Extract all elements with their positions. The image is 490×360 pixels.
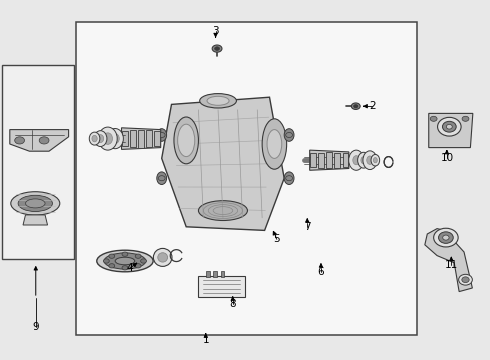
Ellipse shape: [446, 124, 452, 129]
Text: 7: 7: [304, 222, 311, 232]
Bar: [343, 153, 348, 167]
Bar: [130, 130, 136, 147]
Circle shape: [109, 254, 115, 258]
Bar: [138, 130, 144, 148]
Circle shape: [158, 132, 165, 138]
Ellipse shape: [363, 151, 377, 170]
Ellipse shape: [462, 277, 469, 283]
Circle shape: [15, 137, 24, 144]
Ellipse shape: [174, 117, 198, 164]
Text: 2: 2: [369, 101, 376, 111]
Ellipse shape: [104, 253, 146, 269]
Polygon shape: [23, 215, 48, 225]
Ellipse shape: [98, 127, 117, 150]
Ellipse shape: [284, 129, 294, 141]
Ellipse shape: [361, 157, 366, 164]
Ellipse shape: [438, 117, 461, 136]
Ellipse shape: [157, 129, 167, 141]
Circle shape: [286, 132, 293, 138]
Ellipse shape: [157, 172, 167, 184]
Ellipse shape: [198, 201, 247, 220]
Circle shape: [122, 266, 128, 270]
Circle shape: [354, 105, 358, 108]
Circle shape: [286, 176, 293, 181]
Ellipse shape: [103, 133, 113, 144]
Ellipse shape: [443, 235, 449, 240]
Text: 9: 9: [32, 322, 39, 332]
Bar: [154, 131, 160, 146]
Ellipse shape: [367, 156, 373, 165]
Text: 6: 6: [318, 267, 324, 277]
Bar: [2, 65, 74, 259]
Ellipse shape: [284, 172, 294, 184]
Circle shape: [158, 176, 165, 181]
Ellipse shape: [262, 119, 287, 169]
Ellipse shape: [18, 195, 52, 211]
Text: 4: 4: [126, 263, 133, 273]
Ellipse shape: [439, 232, 453, 243]
Text: 3: 3: [212, 26, 219, 36]
Bar: [213, 271, 217, 277]
Ellipse shape: [25, 199, 45, 208]
Circle shape: [212, 45, 222, 52]
Ellipse shape: [358, 152, 369, 168]
Bar: [310, 153, 316, 167]
Ellipse shape: [434, 228, 458, 247]
Ellipse shape: [92, 135, 97, 142]
Ellipse shape: [353, 156, 360, 165]
Ellipse shape: [459, 274, 472, 285]
Bar: [220, 271, 224, 277]
Text: 10: 10: [441, 153, 453, 163]
Ellipse shape: [371, 154, 380, 166]
Bar: [122, 131, 128, 146]
Circle shape: [141, 259, 147, 263]
Ellipse shape: [89, 132, 100, 145]
Circle shape: [430, 116, 437, 121]
Polygon shape: [310, 150, 349, 170]
Circle shape: [135, 254, 141, 258]
Ellipse shape: [111, 134, 119, 144]
Circle shape: [109, 264, 115, 268]
Bar: [146, 130, 152, 147]
Ellipse shape: [207, 96, 229, 105]
Circle shape: [215, 47, 220, 50]
Polygon shape: [122, 128, 161, 149]
Text: 1: 1: [202, 335, 209, 345]
Circle shape: [103, 259, 109, 263]
Text: 8: 8: [229, 299, 236, 309]
Circle shape: [351, 103, 360, 109]
Ellipse shape: [11, 192, 60, 215]
Circle shape: [122, 252, 128, 256]
Text: 11: 11: [444, 260, 458, 270]
Bar: [334, 153, 340, 168]
Ellipse shape: [177, 124, 195, 157]
Circle shape: [462, 116, 469, 121]
Bar: [326, 152, 332, 168]
Ellipse shape: [153, 248, 172, 266]
Ellipse shape: [267, 130, 282, 158]
Polygon shape: [10, 130, 69, 151]
Bar: [76, 22, 416, 335]
Text: 5: 5: [273, 234, 280, 244]
Polygon shape: [425, 229, 472, 292]
Ellipse shape: [97, 250, 153, 272]
Bar: [318, 153, 324, 168]
Ellipse shape: [97, 135, 104, 143]
Ellipse shape: [349, 150, 364, 170]
Ellipse shape: [158, 253, 168, 262]
Circle shape: [39, 137, 49, 144]
Circle shape: [135, 264, 141, 268]
Ellipse shape: [107, 129, 123, 149]
Ellipse shape: [442, 121, 456, 132]
Ellipse shape: [373, 158, 377, 163]
Bar: [198, 276, 245, 297]
Bar: [206, 271, 210, 277]
Ellipse shape: [94, 131, 107, 147]
Polygon shape: [162, 97, 284, 230]
Ellipse shape: [115, 257, 135, 265]
Ellipse shape: [200, 94, 237, 108]
Polygon shape: [429, 113, 473, 148]
